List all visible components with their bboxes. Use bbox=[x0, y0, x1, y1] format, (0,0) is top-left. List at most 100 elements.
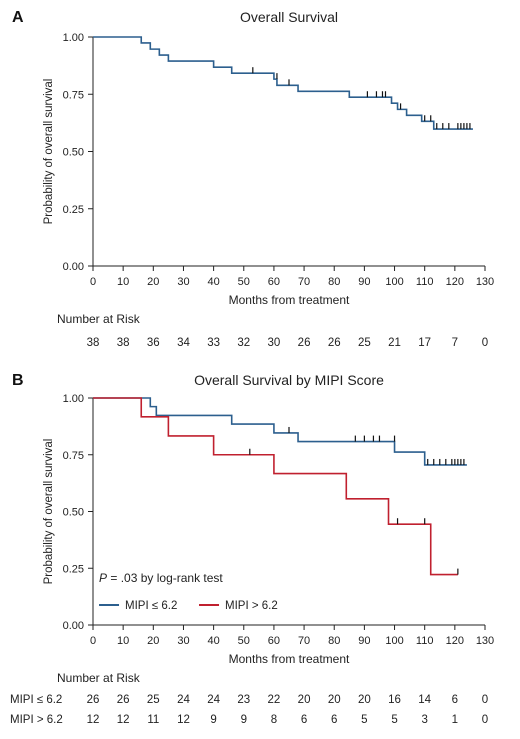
panel-b-x-tick-label: 100 bbox=[385, 635, 403, 647]
panel-a-risk-value: 21 bbox=[388, 337, 401, 349]
panel-a-y-tick-label: 0.25 bbox=[63, 204, 84, 216]
panel-b-risk-value: 0 bbox=[482, 714, 488, 726]
panel-b-risk-value: 16 bbox=[388, 694, 401, 706]
panel-b-risk-value: 12 bbox=[117, 714, 130, 726]
panel-b-risk-value: 5 bbox=[361, 714, 367, 726]
panel-b-risk-value: 24 bbox=[207, 694, 220, 706]
panel-b-risk-value: 6 bbox=[452, 694, 458, 706]
panel-a-y-tick-label: 0.50 bbox=[63, 147, 84, 159]
panel-b-x-tick-label: 40 bbox=[207, 635, 219, 647]
panel-b-y-tick-label: 0.50 bbox=[63, 507, 84, 519]
panel-a-risk-value: 33 bbox=[207, 337, 220, 349]
panel-b-x-tick-label: 110 bbox=[416, 635, 434, 647]
panel-a-x-tick-label: 30 bbox=[177, 276, 189, 288]
panel-b-x-tick-label: 60 bbox=[268, 635, 280, 647]
panel-a-risk-value: 7 bbox=[452, 337, 458, 349]
panel-a-risk-value: 25 bbox=[358, 337, 371, 349]
panel-a-x-tick-label: 60 bbox=[268, 276, 280, 288]
panel-a-risk-value: 30 bbox=[268, 337, 281, 349]
panel-b-risk-value: 6 bbox=[301, 714, 307, 726]
panel-b-risk-value: 26 bbox=[117, 694, 130, 706]
panel-b-x-tick-label: 70 bbox=[298, 635, 310, 647]
pvalue-text: = .03 by log-rank test bbox=[107, 571, 223, 585]
panel-a-letter: A bbox=[12, 9, 24, 26]
panel-a-x-tick-label: 110 bbox=[416, 276, 434, 288]
panel-a-risk-value: 38 bbox=[117, 337, 130, 349]
panel-b-risk-row-label: MIPI ≤ 6.2 bbox=[10, 694, 62, 706]
panel-b-y-axis-label: Probability of overall survival bbox=[43, 439, 55, 585]
panel-b-risk-value: 5 bbox=[391, 714, 397, 726]
panel-a-risk-table-title: Number at Risk bbox=[57, 312, 141, 326]
panel-a-risk-value: 38 bbox=[87, 337, 100, 349]
panel-a-risk-value: 32 bbox=[237, 337, 250, 349]
panel-a-risk-value: 26 bbox=[298, 337, 311, 349]
panel-a-y-tick-label: 1.00 bbox=[63, 32, 84, 44]
panel-b-y-tick-label: 0.00 bbox=[63, 620, 84, 632]
panel-a-risk-value: 0 bbox=[482, 337, 488, 349]
panel-a-title: Overall Survival bbox=[240, 9, 338, 25]
panel-a-y-tick-label: 0.00 bbox=[63, 261, 84, 273]
panel-b-x-tick-label: 30 bbox=[177, 635, 189, 647]
panel-a-x-axis-label: Months from treatment bbox=[229, 293, 350, 307]
panel-b-y-tick-label: 1.00 bbox=[63, 393, 84, 405]
panel-b-x-tick-label: 120 bbox=[446, 635, 464, 647]
panel-b-x-tick-label: 10 bbox=[117, 635, 129, 647]
panel-b-risk-value: 1 bbox=[452, 714, 458, 726]
panel-b-risk-value: 9 bbox=[210, 714, 216, 726]
panel-b-risk-value: 20 bbox=[298, 694, 311, 706]
panel-a-x-tick-label: 20 bbox=[147, 276, 159, 288]
panel-b-x-tick-label: 20 bbox=[147, 635, 159, 647]
panel-a-x-tick-label: 50 bbox=[238, 276, 250, 288]
panel-b-risk-value: 8 bbox=[271, 714, 277, 726]
panel-a-x-tick-label: 90 bbox=[358, 276, 370, 288]
panel-a-x-tick-label: 120 bbox=[446, 276, 464, 288]
panel-b-risk-value: 6 bbox=[331, 714, 337, 726]
panel-b-risk-value: 3 bbox=[421, 714, 427, 726]
panel-a-risk-value: 34 bbox=[177, 337, 190, 349]
panel-a-series-0-curve bbox=[93, 36, 473, 130]
pvalue-italic-p: P bbox=[99, 571, 107, 585]
panel-a-risk-value: 17 bbox=[418, 337, 431, 349]
panel-b-x-tick-label: 130 bbox=[476, 635, 494, 647]
panel-b-risk-value: 24 bbox=[177, 694, 190, 706]
panel-b-legend-label-1: MIPI > 6.2 bbox=[225, 600, 278, 612]
panel-b-y-tick-label: 0.25 bbox=[63, 563, 84, 575]
panel-a-y-tick-label: 0.75 bbox=[63, 89, 84, 101]
panel-b-risk-value: 20 bbox=[358, 694, 371, 706]
panel-b-risk-value: 0 bbox=[482, 694, 488, 706]
panel-b-risk-table-title: Number at Risk bbox=[57, 671, 141, 685]
panel-b-risk-value: 22 bbox=[268, 694, 281, 706]
panel-b-risk-value: 20 bbox=[328, 694, 341, 706]
panel-a-x-tick-label: 80 bbox=[328, 276, 340, 288]
panel-b-x-tick-label: 0 bbox=[90, 635, 96, 647]
panel-a-x-tick-label: 10 bbox=[117, 276, 129, 288]
panel-b-series-0-curve bbox=[93, 397, 467, 466]
panel-a-risk-value: 26 bbox=[328, 337, 341, 349]
panel-b-x-tick-label: 50 bbox=[238, 635, 250, 647]
panel-b-y-tick-label: 0.75 bbox=[63, 450, 84, 462]
panel-a-x-tick-label: 130 bbox=[476, 276, 494, 288]
panel-a-x-tick-label: 40 bbox=[207, 276, 219, 288]
panel-a-y-axis-label: Probability of overall survival bbox=[43, 79, 55, 225]
panel-b-risk-value: 25 bbox=[147, 694, 160, 706]
panel-a-x-tick-label: 70 bbox=[298, 276, 310, 288]
panel-b-risk-value: 23 bbox=[237, 694, 250, 706]
panel-b-x-tick-label: 80 bbox=[328, 635, 340, 647]
panel-b-series-1-curve bbox=[93, 397, 458, 576]
panel-a-risk-value: 36 bbox=[147, 337, 160, 349]
panel-b-risk-value: 11 bbox=[147, 714, 159, 726]
panel-b-risk-value: 26 bbox=[87, 694, 100, 706]
panel-b-risk-value: 9 bbox=[241, 714, 247, 726]
panel-b-x-tick-label: 90 bbox=[358, 635, 370, 647]
panel-a-x-tick-label: 100 bbox=[385, 276, 403, 288]
panel-b-risk-value: 14 bbox=[418, 694, 431, 706]
panel-b-risk-value: 12 bbox=[87, 714, 100, 726]
panel-b-letter: B bbox=[12, 372, 24, 389]
panel-b-x-axis-label: Months from treatment bbox=[229, 652, 350, 666]
panel-b-risk-value: 12 bbox=[177, 714, 190, 726]
panel-b-risk-row-label: MIPI > 6.2 bbox=[10, 714, 63, 726]
panel-a-x-tick-label: 0 bbox=[90, 276, 96, 288]
panel-b-pvalue-annotation: P = .03 by log-rank test bbox=[99, 571, 223, 585]
panel-b-title: Overall Survival by MIPI Score bbox=[194, 372, 384, 388]
